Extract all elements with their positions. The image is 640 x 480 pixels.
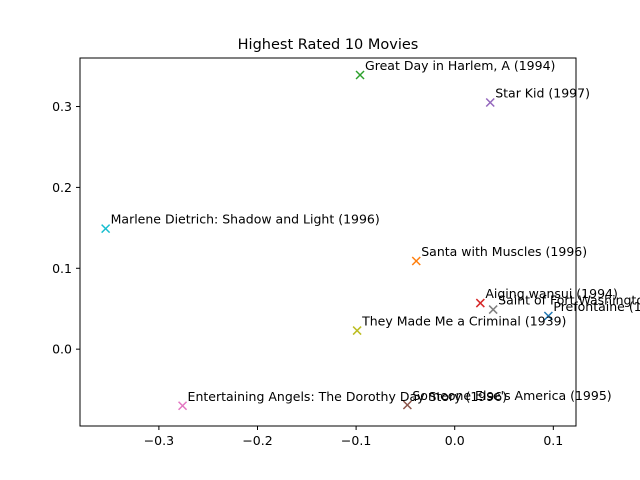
data-point-marker <box>488 305 498 315</box>
y-tick-label: 0.2 <box>52 180 72 195</box>
point-label: Prefontaine (1997) <box>553 299 640 314</box>
data-point-marker <box>178 401 188 411</box>
data-point-marker <box>411 256 421 266</box>
data-point-marker <box>475 298 485 308</box>
point-label: Entertaining Angels: The Dorothy Day Sto… <box>188 389 508 404</box>
point-label: Star Kid (1997) <box>495 85 590 100</box>
x-tick-label: 0.0 <box>445 433 465 448</box>
axes-frame <box>79 57 577 427</box>
y-tick-label: 0.1 <box>52 261 72 276</box>
point-label: Great Day in Harlem, A (1994) <box>365 58 555 73</box>
x-tick-label: −0.2 <box>242 433 272 448</box>
point-label: Aiqing wansui (1994) <box>485 286 618 301</box>
y-tick-label: 0.0 <box>52 342 72 357</box>
x-axis: −0.3 −0.2 −0.1 0.0 0.1 <box>144 426 563 448</box>
data-point-marker <box>543 311 553 321</box>
data-point-marker <box>352 326 362 336</box>
point-label: They Made Me a Criminal (1939) <box>361 314 566 329</box>
point-label: Santa with Muscles (1996) <box>421 244 587 259</box>
x-tick-label: −0.1 <box>341 433 371 448</box>
data-point-marker <box>485 97 495 108</box>
x-tick-label: −0.3 <box>144 433 174 448</box>
point-label: Marlene Dietrich: Shadow and Light (1996… <box>111 212 380 227</box>
chart-title: Highest Rated 10 Movies <box>238 37 419 53</box>
point-annotations: Prefontaine (1997) Santa with Muscles (19… <box>111 58 640 404</box>
data-point-marker <box>402 400 412 410</box>
point-label: Someone Else's America (1995) <box>412 388 611 403</box>
plot-area: −0.3 −0.2 −0.1 0.0 0.1 0.0 0.1 0.2 0.3 Prefonta… <box>52 57 640 448</box>
data-points <box>101 70 553 411</box>
x-tick-label: 0.1 <box>543 433 563 448</box>
data-point-marker <box>355 70 365 80</box>
y-tick-label: 0.3 <box>52 99 72 114</box>
data-point-marker <box>101 224 111 234</box>
point-label: Saint of Fort Washington, The (1993) <box>498 293 640 308</box>
y-axis: 0.0 0.1 0.2 0.3 <box>52 99 80 357</box>
